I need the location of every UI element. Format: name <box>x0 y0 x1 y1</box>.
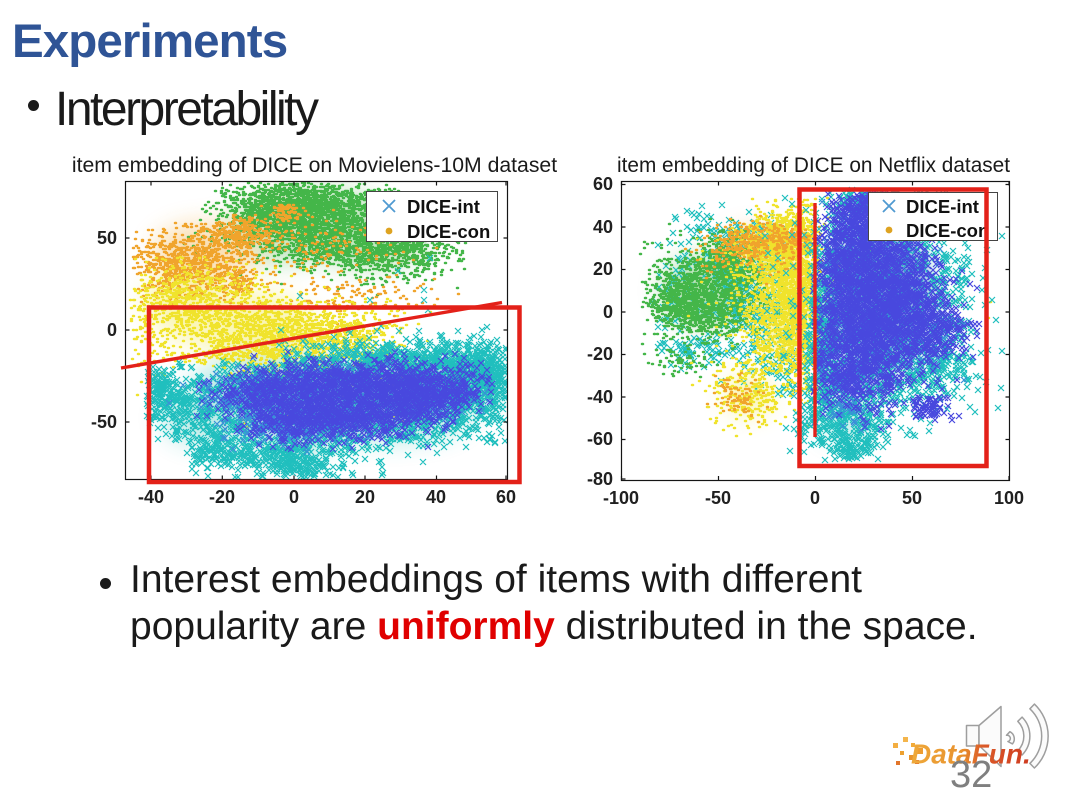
svg-text:-50: -50 <box>91 412 117 432</box>
svg-text:0: 0 <box>289 487 299 507</box>
svg-text:DataFun.: DataFun. <box>911 739 1031 770</box>
svg-text:20: 20 <box>355 487 375 507</box>
svg-text:-60: -60 <box>587 429 613 449</box>
svg-text:item embedding of DICE on Movi: item embedding of DICE on Movielens-10M … <box>72 154 557 177</box>
svg-text:60: 60 <box>496 487 516 507</box>
svg-text:-40: -40 <box>587 387 613 407</box>
svg-text:60: 60 <box>593 174 613 194</box>
svg-text:40: 40 <box>593 217 613 237</box>
svg-text:-20: -20 <box>587 344 613 364</box>
svg-text:-50: -50 <box>705 488 731 508</box>
svg-text:DICE-int: DICE-int <box>407 196 480 217</box>
svg-text:50: 50 <box>902 488 922 508</box>
svg-text:-40: -40 <box>138 487 164 507</box>
svg-text:-20: -20 <box>209 487 235 507</box>
svg-text:DICE-con: DICE-con <box>407 221 490 242</box>
svg-text:item embedding of DICE on Netf: item embedding of DICE on Netflix datase… <box>617 154 1010 177</box>
svg-text:-100: -100 <box>603 488 639 508</box>
svg-text:0: 0 <box>603 302 613 322</box>
svg-text:20: 20 <box>593 259 613 279</box>
svg-text:DICE-con: DICE-con <box>906 220 989 241</box>
svg-text:-80: -80 <box>587 469 613 489</box>
svg-text:0: 0 <box>107 320 117 340</box>
svg-text:DICE-int: DICE-int <box>906 196 979 217</box>
svg-text:50: 50 <box>97 228 117 248</box>
svg-text:0: 0 <box>810 488 820 508</box>
svg-text:100: 100 <box>994 488 1024 508</box>
svg-text:32: 32 <box>950 754 992 796</box>
svg-text:40: 40 <box>426 487 446 507</box>
